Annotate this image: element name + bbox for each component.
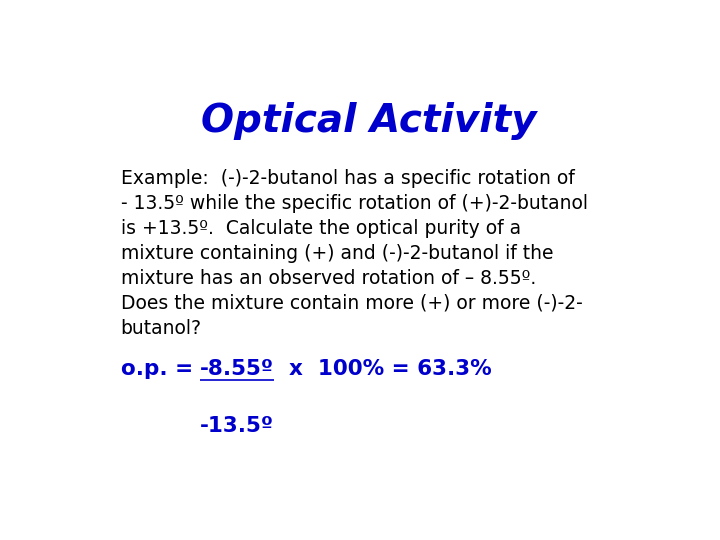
Text: Example:  (-)-2-butanol has a specific rotation of
- 13.5º while the specific ro: Example: (-)-2-butanol has a specific ro…	[121, 168, 588, 338]
Text: Optical Activity: Optical Activity	[201, 102, 537, 140]
Text: -13.5º: -13.5º	[200, 416, 274, 436]
Text: x  100% = 63.3%: x 100% = 63.3%	[274, 359, 492, 379]
Text: -8.55º: -8.55º	[200, 359, 274, 379]
Text: o.p. =: o.p. =	[121, 359, 200, 379]
